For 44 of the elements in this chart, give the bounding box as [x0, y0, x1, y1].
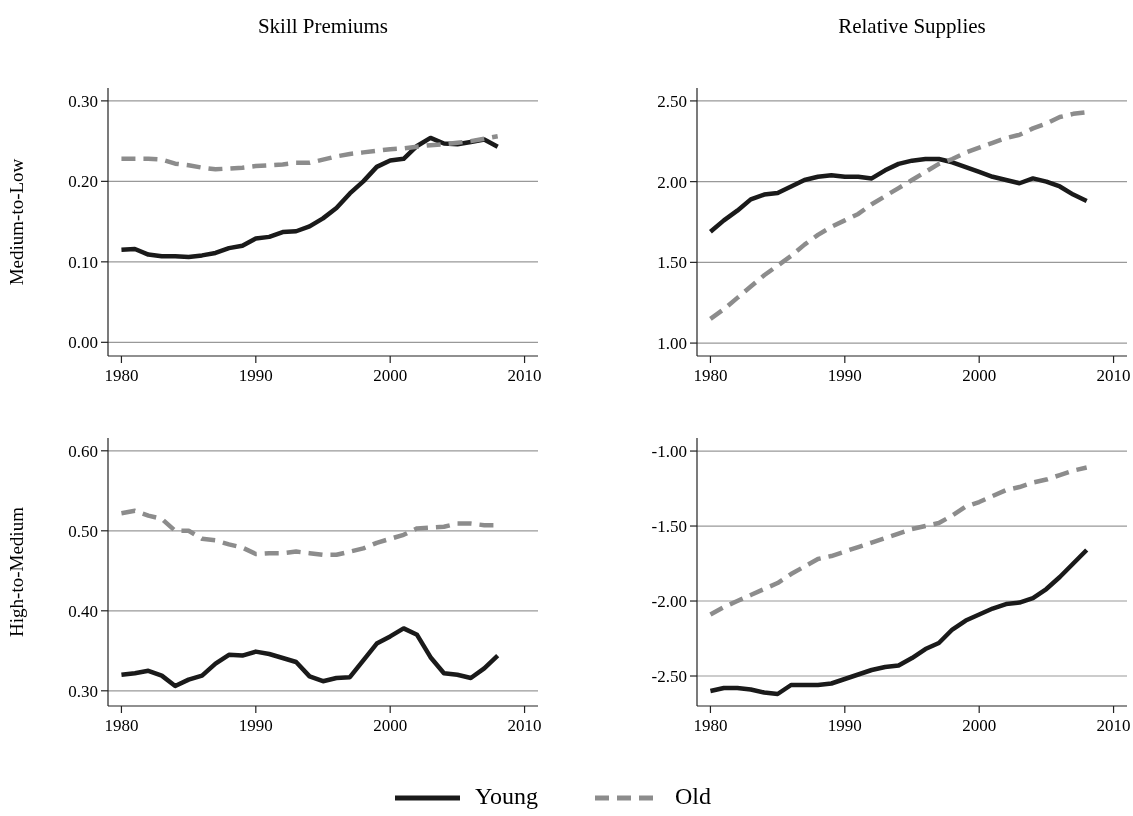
- y-tick-label: -1.50: [651, 516, 687, 536]
- y-tick-label: 0.30: [68, 91, 98, 111]
- x-tick-label: 2010: [507, 716, 542, 735]
- y-tick-label: 2.50: [657, 91, 687, 111]
- x-tick-label: 2000: [373, 716, 408, 735]
- line-series: [708, 547, 1089, 697]
- y-axis-title: High-to-Medium: [6, 506, 27, 637]
- y-tick-label: 2.00: [657, 172, 687, 192]
- y-tick-label: -2.00: [651, 591, 687, 611]
- chart-title: Skill Premiums: [257, 14, 389, 38]
- line-series: [119, 135, 500, 260]
- line-series: [119, 626, 500, 689]
- x-tick-label: 2010: [507, 366, 542, 385]
- y-tick-label: 0.20: [68, 172, 98, 192]
- line-series: [708, 465, 1089, 617]
- y-tick-label: 0.40: [68, 601, 98, 621]
- x-tick-label: 2000: [962, 716, 997, 735]
- y-tick-label: 0.50: [68, 521, 98, 541]
- y-tick-label: 0.10: [68, 252, 98, 272]
- y-tick-label: 0.00: [68, 333, 98, 353]
- x-tick-label: 1990: [238, 366, 273, 385]
- x-tick-label: 1990: [827, 716, 862, 735]
- y-tick-label: 1.50: [657, 253, 687, 273]
- x-tick-label: 2010: [1096, 716, 1131, 735]
- legend-label: Young: [475, 783, 538, 809]
- legend-label: Old: [675, 783, 711, 809]
- y-tick-label: -1.00: [651, 442, 687, 461]
- x-tick-label: 1980: [104, 366, 139, 385]
- y-tick-label: 0.60: [68, 441, 98, 461]
- x-tick-label: 1980: [104, 716, 139, 735]
- x-tick-label: 1980: [693, 366, 728, 385]
- x-tick-label: 1990: [238, 716, 273, 735]
- x-tick-label: 2000: [962, 366, 997, 385]
- y-tick-label: 0.30: [68, 681, 98, 701]
- y-tick-label: -2.50: [651, 666, 687, 686]
- chart-title: Relative Supplies: [838, 14, 986, 38]
- line-series: [708, 156, 1089, 234]
- x-tick-label: 2000: [373, 366, 408, 385]
- y-axis-title: Medium-to-Low: [6, 158, 27, 286]
- x-tick-label: 2010: [1096, 366, 1131, 385]
- x-tick-label: 1990: [827, 366, 862, 385]
- x-tick-label: 1980: [693, 716, 728, 735]
- line-series: [119, 134, 500, 172]
- y-tick-label: 1.00: [657, 334, 687, 354]
